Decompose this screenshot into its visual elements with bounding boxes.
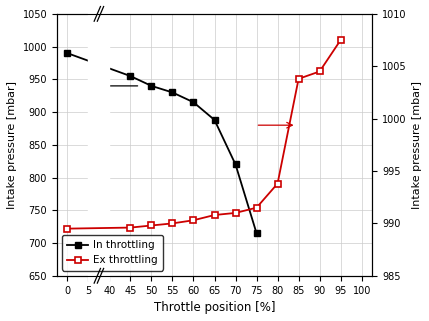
- Bar: [88, 9, 109, 281]
- Y-axis label: Intake pressure [mbar]: Intake pressure [mbar]: [7, 81, 17, 209]
- Legend: In throttling, Ex throttling: In throttling, Ex throttling: [62, 235, 163, 271]
- X-axis label: Throttle position [%]: Throttle position [%]: [154, 301, 275, 314]
- Y-axis label: Intake pressure [mbar]: Intake pressure [mbar]: [412, 81, 422, 209]
